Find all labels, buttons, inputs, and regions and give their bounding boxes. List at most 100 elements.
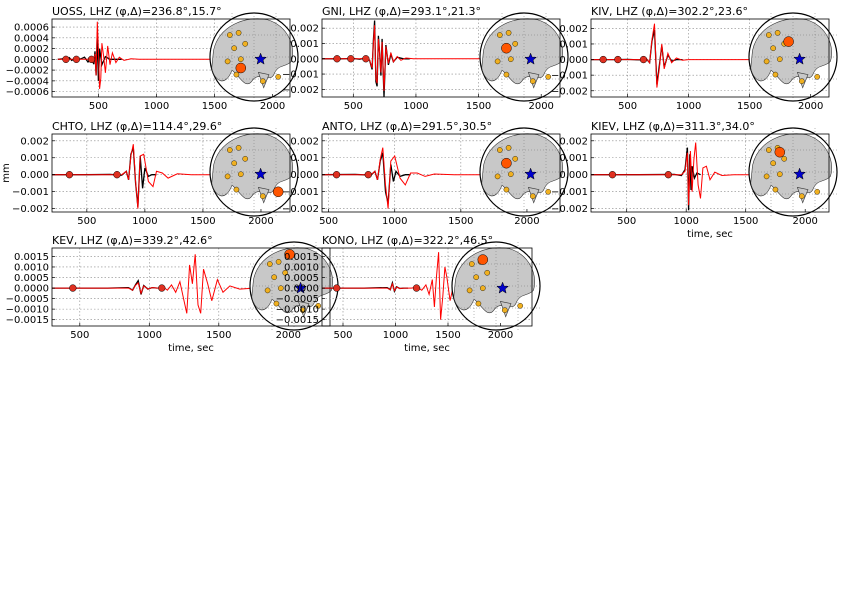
traces [322, 147, 527, 209]
globe-inset [748, 12, 838, 102]
x-tick-label: 1500 [466, 101, 491, 112]
globe-station-dot [266, 261, 273, 267]
globe-station-dot [503, 71, 510, 78]
panel-2: 500 1000 1500 2000 −0.002 −0.001 0.000 0.001 0.0… [282, 5, 569, 112]
x-tick-label: 2000 [514, 216, 539, 227]
x-tick-label: 1000 [144, 101, 169, 112]
plot-frame [51, 133, 291, 213]
globe-station-dot [772, 186, 779, 193]
panel-7: 500 1000 1500 2000−0.0015−0.0010−0.00050.00… [6, 234, 339, 354]
globe-station-dot [777, 56, 783, 63]
x-axis-label: time, sec [404, 343, 450, 354]
x-tick-label: 1000 [137, 330, 162, 341]
event-star-icon [254, 167, 267, 180]
x-tick-label: 500 [319, 216, 338, 227]
globe-station-dot [501, 307, 508, 314]
x-tick-label: 500 [89, 101, 108, 112]
globe-highlight-station [272, 186, 284, 198]
x-tick-label: 1000 [676, 101, 701, 112]
globe-station-dot [770, 160, 777, 166]
plot-frame [51, 18, 291, 98]
y-tick-label: 0.002 [20, 136, 49, 147]
y-tick-label: 0.001 [559, 39, 588, 50]
panel-title: UOSS, LHZ (φ,Δ)=236.8°,15.7° [52, 5, 222, 18]
phase-marker [412, 284, 421, 292]
x-tick-label: 2000 [798, 101, 823, 112]
x-tick-label: 1500 [737, 101, 762, 112]
x-tick-label: 500 [70, 330, 89, 341]
globe-station-dot [233, 186, 240, 193]
synthetic-trace [52, 254, 275, 314]
x-tick-label: 2000 [260, 101, 285, 112]
globe-station-dot [799, 193, 805, 199]
globe-station-dot [512, 155, 519, 162]
globe-station-dot [468, 261, 475, 267]
globe-station-dot [507, 171, 514, 177]
globe-station-dot [505, 29, 512, 36]
globe-inset [209, 12, 299, 102]
traces [52, 254, 275, 314]
y-tick-label: 0.002 [559, 136, 588, 147]
synthetic-trace [591, 23, 787, 88]
panel-6: 500 1000 1500 2000 −0.002 −0.001 0.000 0.001 0.0… [551, 120, 838, 240]
synthetic-trace [52, 144, 261, 209]
y-tick-label: −0.001 [282, 187, 319, 198]
y-tick-label: −0.0015 [6, 315, 49, 326]
globe-station-dot [235, 144, 242, 151]
globe-station-dot [299, 307, 306, 314]
plot-frame [321, 18, 561, 98]
globe-station-dot [530, 78, 536, 84]
y-tick-label: 0.0015 [14, 252, 49, 263]
y-tick-label: −0.0005 [276, 294, 319, 305]
globe-station-dot [772, 71, 779, 78]
event-star-icon [254, 52, 267, 65]
x-tick-label: 2000 [488, 330, 513, 341]
globe-station-dot [259, 193, 266, 199]
globe-station-dot [774, 29, 781, 36]
globe-inset [451, 241, 541, 331]
globe-station-dot [242, 155, 248, 162]
phase-marker [333, 55, 341, 63]
globe-station-dot [264, 287, 271, 294]
globe-inset [209, 127, 299, 217]
x-axis-label: time, sec [168, 343, 214, 354]
globe-station-dot [277, 285, 284, 292]
x-tick-label: 2000 [248, 216, 273, 227]
globe-station-dot [475, 300, 482, 307]
globe-station-dot [242, 41, 248, 47]
panel-title: GNI, LHZ (φ,Δ)=293.1°,21.3° [322, 5, 481, 18]
y-tick-label: −0.001 [12, 187, 49, 198]
y-tick-label: 0.001 [290, 39, 319, 50]
plot-frame [590, 18, 830, 98]
panel-title: KIEV, LHZ (φ,Δ)=311.3°,34.0° [591, 120, 755, 133]
phase-marker [664, 171, 672, 179]
y-tick-label: −0.0015 [276, 315, 319, 326]
y-tick-label: 0.0005 [284, 273, 319, 284]
panel-1: 500 1000 1500 2000−0.0006−0.0004−0.00020.00… [6, 5, 299, 112]
phase-marker [87, 55, 96, 63]
x-tick-label: 1500 [206, 330, 231, 341]
x-tick-label: 2000 [528, 101, 553, 112]
phase-marker [347, 55, 355, 63]
globe-station-dot [545, 74, 552, 80]
phase-marker [639, 55, 648, 64]
y-tick-label: −0.0005 [6, 294, 49, 305]
event-star-icon [793, 52, 806, 65]
y-tick-label: 0.0004 [14, 33, 49, 44]
globe-station-dot [282, 269, 289, 276]
y-tick-label: 0.001 [290, 153, 319, 164]
y-tick-label: −0.002 [282, 204, 319, 215]
y-tick-label: 0.001 [559, 153, 588, 164]
globe-station-dot [315, 302, 322, 309]
event-star-icon [524, 52, 537, 65]
x-tick-label: 1500 [733, 216, 758, 227]
panel-5: 500 1000 1500 2000 −0.002 −0.001 0.000 0.001 0.0… [282, 120, 569, 227]
phase-marker [333, 284, 341, 292]
y-tick-label: −0.002 [12, 204, 49, 215]
x-tick-label: 500 [77, 216, 96, 227]
y-tick-label: 0.002 [290, 136, 319, 147]
y-tick-label: 0.0000 [284, 284, 319, 295]
y-tick-label: 0.0000 [14, 55, 49, 66]
globe-station-dot [496, 147, 503, 153]
